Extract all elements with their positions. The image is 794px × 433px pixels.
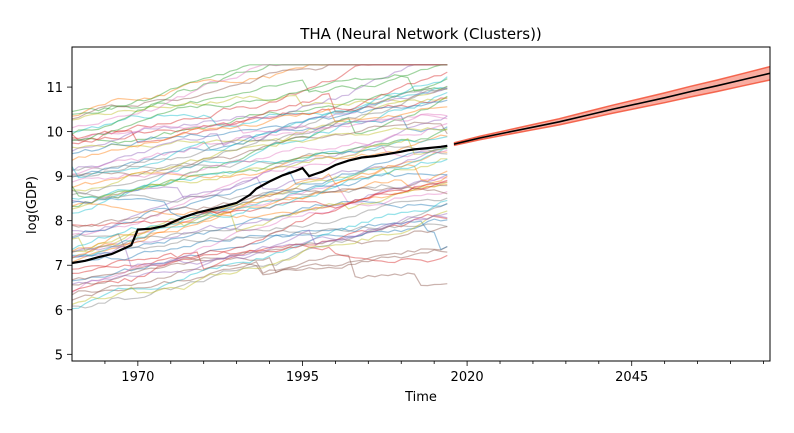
history-line: [72, 144, 448, 265]
background-series-line: [72, 225, 448, 286]
background-series-line: [72, 199, 448, 310]
background-series-line: [72, 88, 448, 192]
background-series-line: [72, 121, 448, 177]
background-series-line: [72, 180, 448, 203]
background-series-line: [72, 158, 448, 253]
background-series-line: [72, 86, 448, 133]
background-series-line: [72, 64, 448, 152]
background-series-line: [72, 122, 448, 236]
background-series-line: [72, 115, 448, 233]
forecast-band-lower: [453, 79, 770, 147]
background-series-line: [72, 223, 448, 250]
x-axis-label: Time: [404, 390, 437, 405]
y-axis-label: log(GDP): [25, 176, 40, 234]
forecast-band-upper: [453, 65, 770, 144]
background-series-line: [72, 179, 448, 227]
axes: 1970 1995 2020 2045 5 6 7 8 9 10 11: [46, 46, 771, 385]
background-series-line: [72, 94, 448, 121]
background-series-line: [72, 175, 448, 252]
background-series-line: [72, 181, 448, 293]
background-series-line: [72, 64, 448, 143]
x-tick-label: 1970: [121, 370, 154, 385]
background-series-line: [72, 75, 448, 113]
background-series-line: [72, 64, 448, 117]
background-series-line: [72, 141, 448, 183]
background-series-line: [72, 85, 448, 144]
background-series-line: [72, 113, 448, 175]
y-tick-label: 11: [46, 81, 63, 96]
plot-area: [72, 64, 770, 310]
x-tick-label: 2020: [451, 370, 484, 385]
background-series-line: [72, 186, 448, 228]
background-series-line: [72, 183, 448, 219]
background-series-line: [72, 214, 448, 285]
x-tick-label: 1995: [286, 370, 319, 385]
plot-clip-group: [72, 64, 770, 310]
background-series-line: [72, 200, 448, 259]
background-series-line: [72, 64, 448, 115]
background-series-line: [72, 145, 448, 204]
background-series-line: [72, 212, 448, 269]
background-series-line: [72, 115, 448, 178]
y-tick-label: 6: [55, 304, 63, 319]
background-series-line: [72, 71, 448, 144]
background-series-line: [72, 249, 448, 281]
background-series-line: [72, 172, 448, 218]
background-series-line: [72, 64, 448, 135]
y-tick-label: 5: [55, 348, 63, 363]
background-series-line: [72, 76, 448, 179]
background-series-line: [72, 86, 448, 196]
x-tick-label: 2045: [615, 370, 648, 385]
background-series-line: [72, 134, 448, 189]
background-series-line: [72, 106, 448, 161]
background-series-line: [72, 114, 448, 142]
background-series-line: [72, 254, 448, 301]
background-series-line: [72, 246, 448, 296]
background-series-line: [72, 128, 448, 199]
background-series-line: [72, 87, 448, 172]
background-series-line: [72, 91, 448, 214]
plot-frame: [71, 46, 771, 362]
background-series-line: [72, 220, 448, 264]
background-series-line: [72, 127, 448, 149]
background-series-line: [72, 213, 448, 274]
y-tick-label: 9: [55, 170, 63, 185]
background-series-line: [72, 99, 448, 155]
background-series-line: [72, 210, 448, 305]
background-series-line: [72, 158, 448, 251]
background-series-line: [72, 191, 448, 294]
background-series-line: [72, 202, 448, 309]
background-series-line: [72, 174, 448, 258]
y-tick-label: 10: [46, 126, 63, 141]
background-series-line: [72, 137, 448, 210]
background-series-line: [72, 64, 448, 129]
background-series-line: [72, 64, 448, 120]
background-series-line: [72, 164, 448, 259]
background-series-line: [72, 97, 448, 145]
chart-title: THA (Neural Network (Clusters)): [299, 25, 542, 43]
background-series-line: [72, 148, 448, 239]
background-series-line: [72, 218, 448, 282]
y-tick-label: 7: [55, 259, 63, 274]
background-series-line: [72, 86, 448, 178]
background-series-line: [72, 244, 448, 270]
background-series-line: [72, 64, 448, 142]
forecast-line: [453, 72, 770, 145]
y-tick-label: 8: [55, 215, 63, 230]
background-series-line: [72, 136, 448, 200]
background-series-line: [72, 95, 448, 208]
background-series-line: [72, 145, 448, 171]
